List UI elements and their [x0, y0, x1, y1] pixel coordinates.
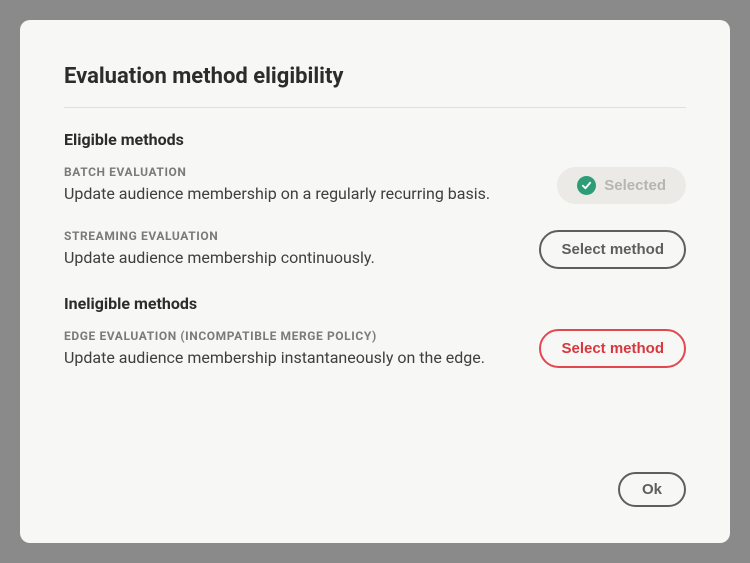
method-desc-edge: Update audience membership instantaneous…	[64, 347, 519, 369]
select-method-button-streaming[interactable]: Select method	[539, 230, 686, 269]
method-row-batch: BATCH EVALUATION Update audience members…	[64, 165, 686, 205]
dialog-title: Evaluation method eligibility	[64, 64, 686, 89]
eligible-heading: Eligible methods	[64, 130, 686, 149]
select-method-label: Select method	[561, 340, 664, 357]
select-method-button-edge[interactable]: Select method	[539, 329, 686, 368]
divider	[64, 107, 686, 108]
method-info: EDGE EVALUATION (INCOMPATIBLE MERGE POLI…	[64, 329, 519, 369]
method-desc-streaming: Update audience membership continuously.	[64, 247, 519, 269]
ok-button[interactable]: Ok	[618, 472, 686, 507]
method-label-batch: BATCH EVALUATION	[64, 165, 537, 179]
method-info: STREAMING EVALUATION Update audience mem…	[64, 229, 519, 269]
ok-button-label: Ok	[642, 481, 662, 498]
eligibility-dialog: Evaluation method eligibility Eligible m…	[20, 20, 730, 543]
method-row-edge: EDGE EVALUATION (INCOMPATIBLE MERGE POLI…	[64, 329, 686, 369]
selected-button-label: Selected	[604, 177, 666, 194]
select-method-label: Select method	[561, 241, 664, 258]
method-row-streaming: STREAMING EVALUATION Update audience mem…	[64, 229, 686, 269]
method-label-streaming: STREAMING EVALUATION	[64, 229, 519, 243]
method-label-edge: EDGE EVALUATION (INCOMPATIBLE MERGE POLI…	[64, 329, 519, 343]
check-icon	[577, 176, 596, 195]
dialog-footer: Ok	[64, 452, 686, 507]
ineligible-heading: Ineligible methods	[64, 294, 686, 313]
selected-button: Selected	[557, 167, 686, 204]
method-desc-batch: Update audience membership on a regularl…	[64, 183, 537, 205]
method-info: BATCH EVALUATION Update audience members…	[64, 165, 537, 205]
